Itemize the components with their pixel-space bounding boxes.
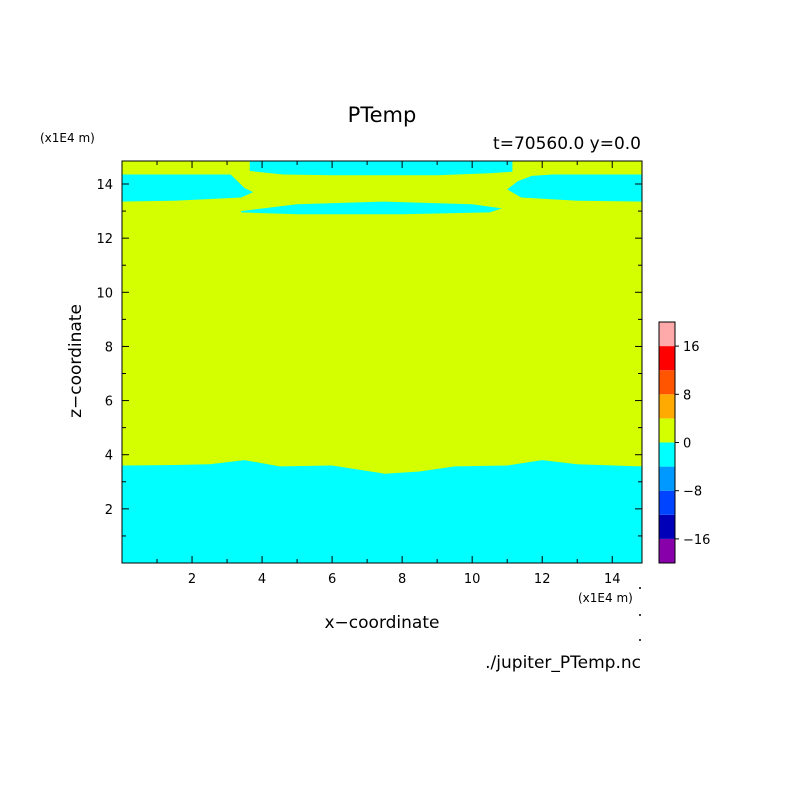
top-center-negative-band — [249, 161, 513, 176]
colorbar-segment — [659, 418, 675, 443]
colorbar-tick-label: −8 — [683, 485, 702, 500]
chart-title: PTemp — [348, 103, 417, 127]
colorbar-segment — [659, 394, 675, 419]
plot-frame — [121, 160, 643, 564]
y-tick-label: 2 — [105, 503, 113, 518]
colorbar-segment — [659, 466, 675, 491]
plot-area: 2 4 6 8 10 12 14 2 4 6 8 10 12 14 — [96, 160, 643, 587]
y-axis-label: z−coordinate — [66, 304, 86, 418]
colorbar-tick-label: 0 — [683, 437, 691, 452]
y-tick-label: 12 — [96, 232, 113, 247]
marker-dot — [639, 614, 641, 616]
chart-subtitle: t=70560.0 y=0.0 — [493, 134, 641, 154]
y-tick-label: 4 — [105, 449, 113, 464]
colorbar-segment — [659, 346, 675, 371]
x-axis-ticks: 2 4 6 8 10 12 14 — [156, 161, 621, 587]
contour-regions — [122, 161, 642, 563]
x-tick-label: 4 — [258, 572, 266, 587]
colorbar: 16 8 0 −8 −16 — [658, 321, 710, 564]
x-tick-label: 10 — [464, 572, 481, 587]
colorbar-segment — [659, 442, 675, 467]
y-tick-label: 8 — [105, 340, 113, 355]
marker-dot — [639, 639, 641, 641]
colorbar-tick-label: 8 — [683, 388, 691, 403]
colorbar-segment — [659, 538, 675, 563]
thin-lens-negative-band — [241, 201, 502, 215]
x-tick-label: 2 — [188, 572, 196, 587]
colorbar-tick-label: −16 — [683, 533, 710, 548]
y-tick-label: 10 — [96, 286, 113, 301]
x-axis-unit: (x1E4 m) — [578, 591, 633, 605]
upper-left-negative-band — [122, 174, 254, 202]
lower-negative-layer — [122, 460, 642, 563]
colorbar-segment — [659, 514, 675, 539]
x-tick-label: 8 — [398, 572, 406, 587]
colorbar-segment — [659, 490, 675, 515]
y-axis-ticks: 2 4 6 8 10 12 14 — [96, 178, 642, 537]
corner-dots — [639, 587, 641, 641]
source-filename: ./jupiter_PTemp.nc — [485, 653, 641, 673]
colorbar-tick-label: 16 — [683, 340, 700, 355]
upper-right-negative-band — [507, 174, 642, 202]
x-tick-label: 12 — [534, 572, 551, 587]
colorbar-segment — [659, 370, 675, 395]
y-tick-label: 6 — [105, 395, 113, 410]
y-tick-label: 14 — [96, 178, 113, 193]
x-tick-label: 14 — [604, 572, 621, 587]
colorbar-segment — [659, 322, 675, 347]
x-axis-label: x−coordinate — [325, 613, 440, 633]
marker-dot — [639, 587, 641, 589]
y-axis-unit: (x1E4 m) — [40, 131, 95, 145]
x-tick-label: 6 — [328, 572, 336, 587]
